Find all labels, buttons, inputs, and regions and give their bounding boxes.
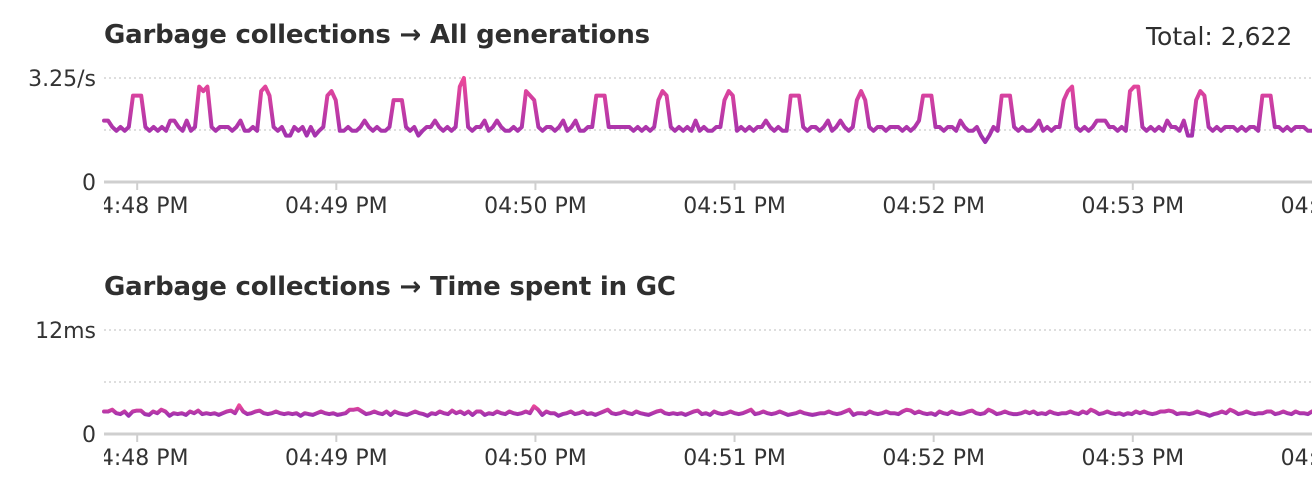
total-label: Total: 2,622 <box>1146 22 1293 51</box>
y-tick-label: 3.25/s <box>28 67 96 92</box>
chart-panel-time-spent: Garbage collections → Time spent in GC 0… <box>0 252 1312 492</box>
x-tick-label: 04:53 PM <box>1081 446 1184 471</box>
chart-panel-all-generations: Garbage collections → All generations To… <box>0 0 1312 240</box>
x-tick-label: 04:49 PM <box>285 446 388 471</box>
y-tick-label: 0 <box>82 171 96 196</box>
x-tick-label: 04:52 PM <box>882 446 985 471</box>
x-tick-label: 04:48 PM <box>86 446 189 471</box>
x-tick-label: 04:52 PM <box>882 194 985 219</box>
y-tick-label: 12ms <box>35 319 96 344</box>
x-tick-label: 04:50 PM <box>484 194 587 219</box>
x-tick-label: 04:51 PM <box>683 194 786 219</box>
chart-title: Garbage collections → Time spent in GC <box>104 272 676 302</box>
series-line[interactable] <box>102 403 1312 418</box>
chart-title: Garbage collections → All generations <box>104 20 650 50</box>
gc-rate-chart[interactable]: 0 3.25/s 04:48 PM 04:49 PM 04:50 PM 04:51 PM 0… <box>0 0 1312 240</box>
x-tick-label: 04:53 PM <box>1081 194 1184 219</box>
x-tick-label: 04:48 PM <box>86 194 189 219</box>
gc-time-chart[interactable]: 0 12ms 04:48 PM 04:49 PM 04:50 PM 04:51 PM 04:… <box>0 252 1312 492</box>
x-tick-label: 04:49 PM <box>285 194 388 219</box>
x-tick-label: 04:51 PM <box>683 446 786 471</box>
x-tick-label: 04:50 PM <box>484 446 587 471</box>
x-tick-label: 04:54 PM <box>1281 194 1312 219</box>
series-line[interactable] <box>102 76 1312 144</box>
y-tick-label: 0 <box>82 423 96 448</box>
x-tick-label: 04:54 PM <box>1281 446 1312 471</box>
